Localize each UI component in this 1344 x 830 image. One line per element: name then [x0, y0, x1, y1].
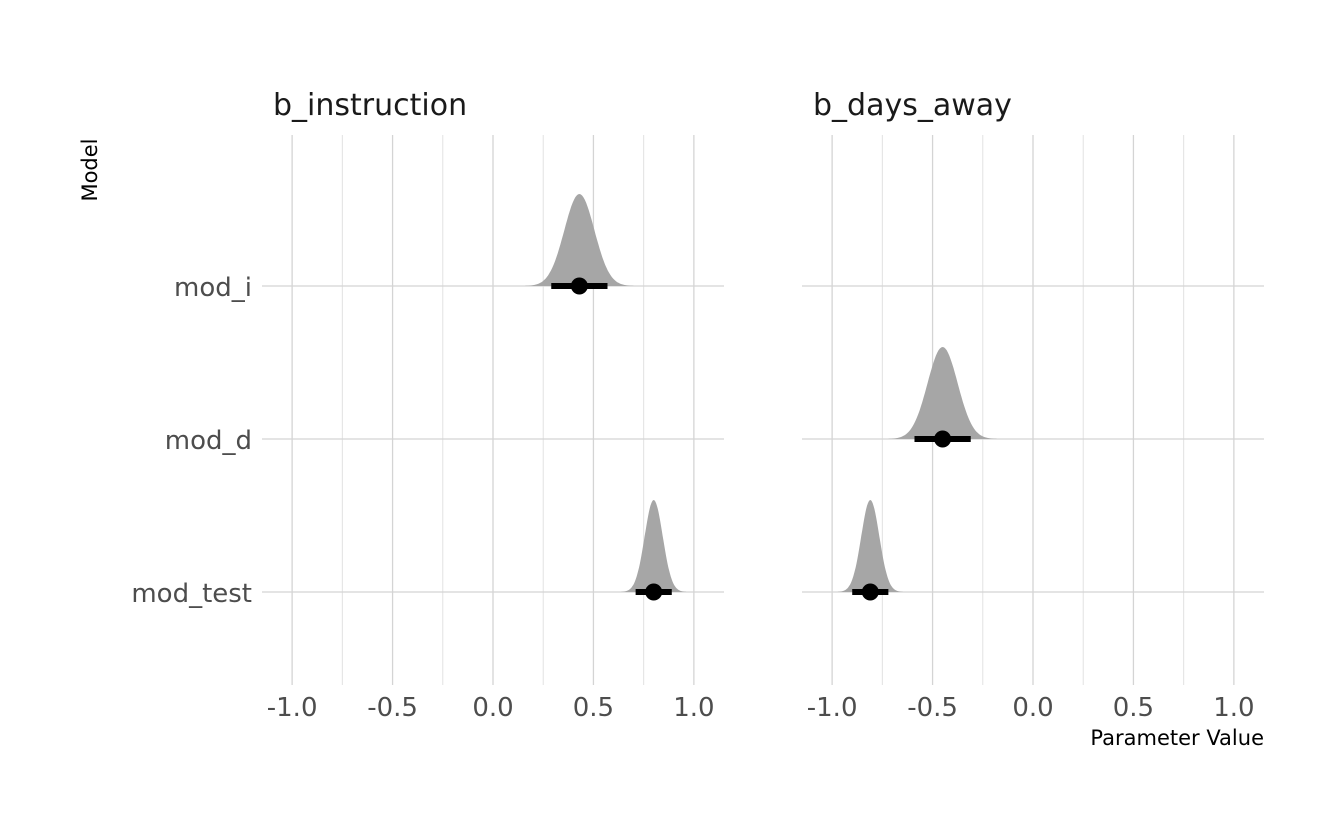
y-tick-label: mod_i — [174, 273, 252, 303]
point-mod_test — [645, 583, 663, 601]
x-tick-label: 0.0 — [472, 693, 513, 723]
x-tick-label: 1.0 — [673, 693, 714, 723]
facet-panel-0: b_instruction -1.0 -0.5 0.0 0.5 1.0 — [262, 88, 724, 723]
density-mod_test — [837, 500, 903, 592]
point-mod_d — [934, 430, 952, 448]
x-tick-label: 0.5 — [573, 693, 614, 723]
x-tick-label: -0.5 — [367, 693, 418, 723]
x-tick-label: 1.0 — [1213, 693, 1254, 723]
chart-panels: mod_i mod_d mod_test b_instruction -1.0 -0.5 0… — [131, 88, 1264, 723]
panel-title: b_instruction — [273, 88, 467, 123]
y-axis-title: Model — [78, 138, 102, 201]
facet-panel-1: b_days_away -1.0 -0.5 0.0 0.5 1.0 — [802, 88, 1264, 723]
density-mod_i — [525, 194, 634, 286]
x-tick-label: 0.5 — [1113, 693, 1154, 723]
density-mod_d — [888, 347, 997, 439]
y-tick-label: mod_test — [131, 579, 252, 609]
x-tick-label: -0.5 — [907, 693, 958, 723]
x-tick-label: -1.0 — [807, 693, 858, 723]
x-axis-title: Parameter Value — [1090, 726, 1264, 750]
panel-title: b_days_away — [813, 88, 1012, 123]
point-mod_test — [861, 583, 879, 601]
x-tick-label: 0.0 — [1012, 693, 1053, 723]
y-tick-label: mod_d — [165, 426, 252, 456]
x-tick-label: -1.0 — [267, 693, 318, 723]
point-mod_i — [570, 277, 588, 295]
density-mod_test — [621, 500, 687, 592]
